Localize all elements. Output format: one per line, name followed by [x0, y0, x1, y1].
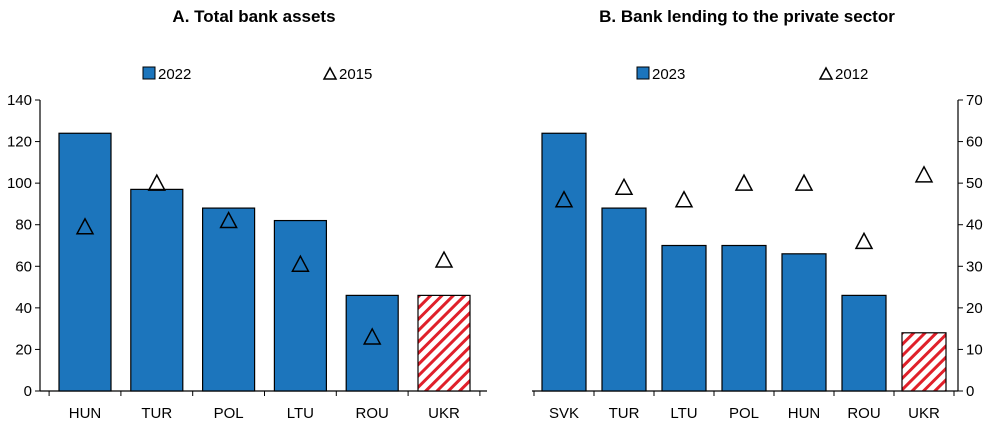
- panel-b: B. Bank lending to the private sector 20…: [532, 7, 983, 422]
- x-tick-label: TUR: [609, 405, 640, 422]
- bar-pol: [721, 244, 767, 392]
- marker-pol: [219, 210, 238, 229]
- y-tick-label: 20: [15, 341, 32, 358]
- bar-tur: [601, 207, 647, 392]
- y-tick-label: 60: [15, 258, 32, 275]
- x-tick-label: LTU: [670, 405, 697, 422]
- legend-label-2022: 2022: [158, 66, 191, 83]
- legend-bar-swatch: [636, 66, 650, 80]
- x-tick-label: UKR: [428, 405, 460, 422]
- y-tick-label: 20: [966, 300, 983, 317]
- panel-a-title: A. Total bank assets: [172, 7, 335, 26]
- marker-pol: [734, 173, 754, 191]
- panel-a-legend: 2022 2015: [142, 66, 372, 83]
- marker-ltu: [291, 254, 310, 272]
- panel-b-title: B. Bank lending to the private sector: [599, 7, 895, 26]
- x-tick-label: POL: [214, 405, 244, 422]
- marker-svk: [554, 190, 574, 208]
- legend-triangle-icon: [818, 66, 834, 80]
- x-tick-label: TUR: [141, 405, 172, 422]
- x-tick-label: SVK: [549, 405, 579, 422]
- y-tick-label: 40: [15, 300, 32, 317]
- marker-rou: [362, 327, 382, 345]
- marker-hun: [75, 217, 95, 235]
- bar-hun: [58, 132, 112, 392]
- y-tick-label: 10: [966, 341, 983, 358]
- marker-tur: [147, 173, 167, 191]
- x-tick-label: UKR: [908, 405, 940, 422]
- x-tick-label: POL: [729, 405, 759, 422]
- x-tick-label: ROU: [847, 405, 880, 422]
- marker-ukr: [914, 165, 934, 183]
- y-tick-label: 70: [966, 92, 983, 109]
- x-tick-label: ROU: [356, 405, 389, 422]
- y-tick-label: 30: [966, 258, 983, 275]
- legend-label-2012: 2012: [835, 66, 868, 83]
- panel-a-markers: [75, 173, 454, 345]
- marker-ukr: [434, 250, 454, 268]
- y-tick-label: 0: [24, 383, 32, 400]
- marker-ltu: [674, 190, 694, 208]
- bar-pol: [202, 207, 256, 392]
- bar-rou: [841, 294, 887, 392]
- x-tick-label: HUN: [788, 405, 821, 422]
- bar-tur: [130, 188, 184, 392]
- bar-ltu: [661, 244, 707, 392]
- marker-rou: [854, 231, 874, 250]
- legend-triangle-icon: [322, 66, 338, 80]
- legend-label-2023: 2023: [652, 66, 685, 83]
- bar-hun: [781, 253, 827, 392]
- panel-a: A. Total bank assets 2022 2015 0 20 40 60 80…: [7, 7, 487, 422]
- panel-b-bars: [541, 132, 947, 392]
- bar-ukr: [417, 294, 471, 392]
- marker-hun: [794, 173, 814, 191]
- y-tick-label: 60: [966, 134, 983, 151]
- bar-svk: [541, 132, 587, 392]
- panel-b-markers: [554, 165, 934, 250]
- y-tick-label: 120: [7, 134, 32, 151]
- bar-ltu: [273, 219, 327, 392]
- y-tick-label: 50: [966, 175, 983, 192]
- y-tick-label: 0: [966, 383, 974, 400]
- legend-bar-swatch: [142, 66, 156, 80]
- legend-label-2015: 2015: [339, 66, 372, 83]
- bar-ukr: [901, 332, 947, 392]
- marker-tur: [614, 177, 634, 196]
- x-tick-label: HUN: [69, 405, 102, 422]
- y-tick-label: 80: [15, 217, 32, 234]
- panel-a-bars: [58, 132, 471, 392]
- bar-rou: [345, 294, 399, 392]
- panel-a-axes: 0 20 40 60 80 100 120 140 HUN TUR POL LTU ROU UKR: [7, 92, 487, 422]
- y-tick-label: 40: [966, 217, 983, 234]
- y-tick-label: 100: [7, 175, 32, 192]
- x-tick-label: LTU: [287, 405, 314, 422]
- panel-b-legend: 2023 2012: [636, 66, 868, 83]
- y-tick-label: 140: [7, 92, 32, 109]
